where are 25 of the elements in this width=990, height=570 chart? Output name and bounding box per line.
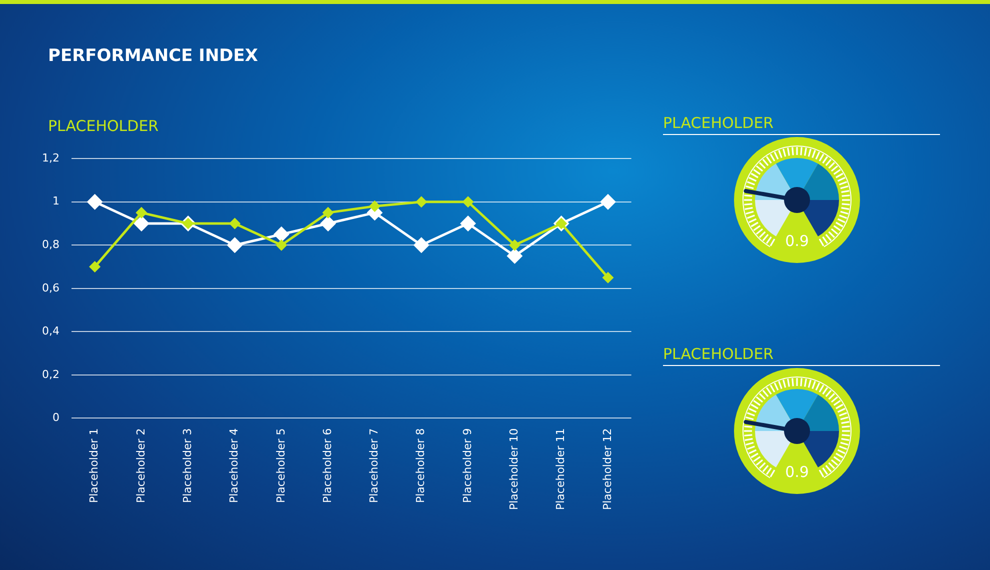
x-tick-label: Placeholder 4 xyxy=(228,428,241,504)
x-tick-label: Placeholder 8 xyxy=(414,428,428,504)
x-tick-label: Placeholder 11 xyxy=(554,428,568,510)
x-tick-label: Placeholder 1 xyxy=(88,428,101,504)
text: PLACEHOLDER xyxy=(663,345,940,366)
y-tick-label: 0 xyxy=(52,411,60,424)
text: PLACEHOLDER xyxy=(663,114,940,135)
x-tick-label: Placeholder 9 xyxy=(460,428,474,504)
x-tick-label: Placeholder 3 xyxy=(180,428,194,504)
text: 0.9 xyxy=(784,463,810,481)
y-tick-label: 1,2 xyxy=(42,151,60,164)
text: 0.9 xyxy=(784,232,810,250)
x-tick-label: Placeholder 7 xyxy=(368,428,381,504)
chart-title: PERFORMANCE INDEX xyxy=(48,46,258,66)
y-tick-label: 0,8 xyxy=(42,238,60,252)
x-tick-label: Placeholder 10 xyxy=(508,428,521,510)
y-tick-label: 0,2 xyxy=(42,368,60,381)
y-tick-label: 0,6 xyxy=(42,281,60,294)
y-tick-label: 1 xyxy=(52,194,60,208)
x-tick-label: Placeholder 2 xyxy=(134,428,148,504)
x-tick-label: Placeholder 5 xyxy=(274,428,288,504)
y-tick-label: 0,4 xyxy=(42,324,60,338)
x-tick-label: Placeholder 6 xyxy=(320,428,334,504)
chart-subtitle: PLACEHOLDER xyxy=(48,117,159,135)
x-tick-label: Placeholder 12 xyxy=(600,428,614,510)
